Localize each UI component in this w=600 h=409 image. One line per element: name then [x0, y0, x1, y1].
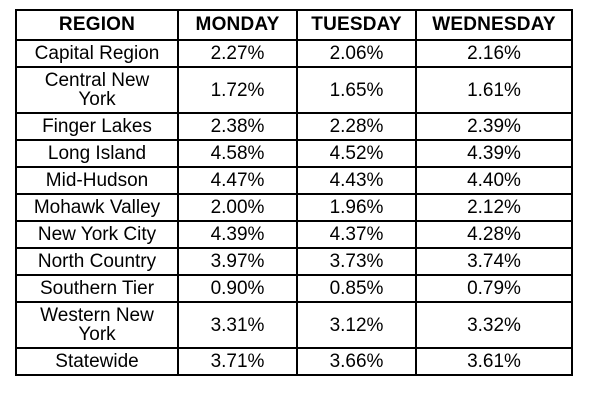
region-cell: Capital Region	[15, 39, 179, 68]
table-row: Mohawk Valley 2.00% 1.96% 2.12%	[15, 193, 573, 222]
region-cell: Western New York	[15, 301, 179, 349]
tuesday-cell: 2.06%	[296, 39, 417, 68]
region-cell: Statewide	[15, 347, 179, 376]
region-cell: Mid-Hudson	[15, 166, 179, 195]
wednesday-cell: 2.16%	[415, 39, 573, 68]
monday-cell: 2.00%	[177, 193, 298, 222]
tuesday-cell: 4.43%	[296, 166, 417, 195]
region-cell: North Country	[15, 247, 179, 276]
region-cell-text: Western New York	[40, 305, 154, 345]
monday-cell: 3.97%	[177, 247, 298, 276]
tuesday-cell: 3.73%	[296, 247, 417, 276]
table-row: North Country 3.97% 3.73% 3.74%	[15, 247, 573, 276]
tuesday-cell: 3.12%	[296, 301, 417, 349]
table-row: New York City 4.39% 4.37% 4.28%	[15, 220, 573, 249]
region-cell: Mohawk Valley	[15, 193, 179, 222]
monday-cell: 4.58%	[177, 139, 298, 168]
table-row: Western New York 3.31% 3.12% 3.32%	[15, 301, 573, 349]
wednesday-cell: 4.28%	[415, 220, 573, 249]
monday-cell: 0.90%	[177, 274, 298, 303]
monday-cell: 2.27%	[177, 39, 298, 68]
monday-cell: 4.47%	[177, 166, 298, 195]
column-header-tuesday: TUESDAY	[296, 9, 417, 41]
table-row: Finger Lakes 2.38% 2.28% 2.39%	[15, 112, 573, 141]
tuesday-cell: 2.28%	[296, 112, 417, 141]
wednesday-cell: 2.39%	[415, 112, 573, 141]
wednesday-cell: 4.40%	[415, 166, 573, 195]
wednesday-cell: 0.79%	[415, 274, 573, 303]
tuesday-cell: 4.37%	[296, 220, 417, 249]
region-cell: New York City	[15, 220, 179, 249]
regional-percentage-table: REGION MONDAY TUESDAY WEDNESDAY Capital …	[15, 9, 573, 376]
region-cell: Finger Lakes	[15, 112, 179, 141]
monday-cell: 3.71%	[177, 347, 298, 376]
wednesday-cell: 3.32%	[415, 301, 573, 349]
wednesday-cell: 4.39%	[415, 139, 573, 168]
region-cell: Long Island	[15, 139, 179, 168]
tuesday-cell: 3.66%	[296, 347, 417, 376]
column-header-wednesday: WEDNESDAY	[415, 9, 573, 41]
table-container: REGION MONDAY TUESDAY WEDNESDAY Capital …	[15, 9, 573, 376]
table-row: Mid-Hudson 4.47% 4.43% 4.40%	[15, 166, 573, 195]
tuesday-cell: 1.96%	[296, 193, 417, 222]
monday-cell: 2.38%	[177, 112, 298, 141]
monday-cell: 3.31%	[177, 301, 298, 349]
wednesday-cell: 2.12%	[415, 193, 573, 222]
table-row: Central New York 1.72% 1.65% 1.61%	[15, 66, 573, 114]
wednesday-cell: 3.74%	[415, 247, 573, 276]
table-row: Southern Tier 0.90% 0.85% 0.79%	[15, 274, 573, 303]
column-header-region: REGION	[15, 9, 179, 41]
region-cell: Southern Tier	[15, 274, 179, 303]
table-row: Statewide 3.71% 3.66% 3.61%	[15, 347, 573, 376]
wednesday-cell: 1.61%	[415, 66, 573, 114]
tuesday-cell: 4.52%	[296, 139, 417, 168]
column-header-monday: MONDAY	[177, 9, 298, 41]
table-row: Long Island 4.58% 4.52% 4.39%	[15, 139, 573, 168]
monday-cell: 1.72%	[177, 66, 298, 114]
wednesday-cell: 3.61%	[415, 347, 573, 376]
tuesday-cell: 0.85%	[296, 274, 417, 303]
table-row: Capital Region 2.27% 2.06% 2.16%	[15, 39, 573, 68]
monday-cell: 4.39%	[177, 220, 298, 249]
region-cell: Central New York	[15, 66, 179, 114]
tuesday-cell: 1.65%	[296, 66, 417, 114]
header-row: REGION MONDAY TUESDAY WEDNESDAY	[15, 9, 573, 41]
region-cell-text: Central New York	[44, 70, 150, 110]
